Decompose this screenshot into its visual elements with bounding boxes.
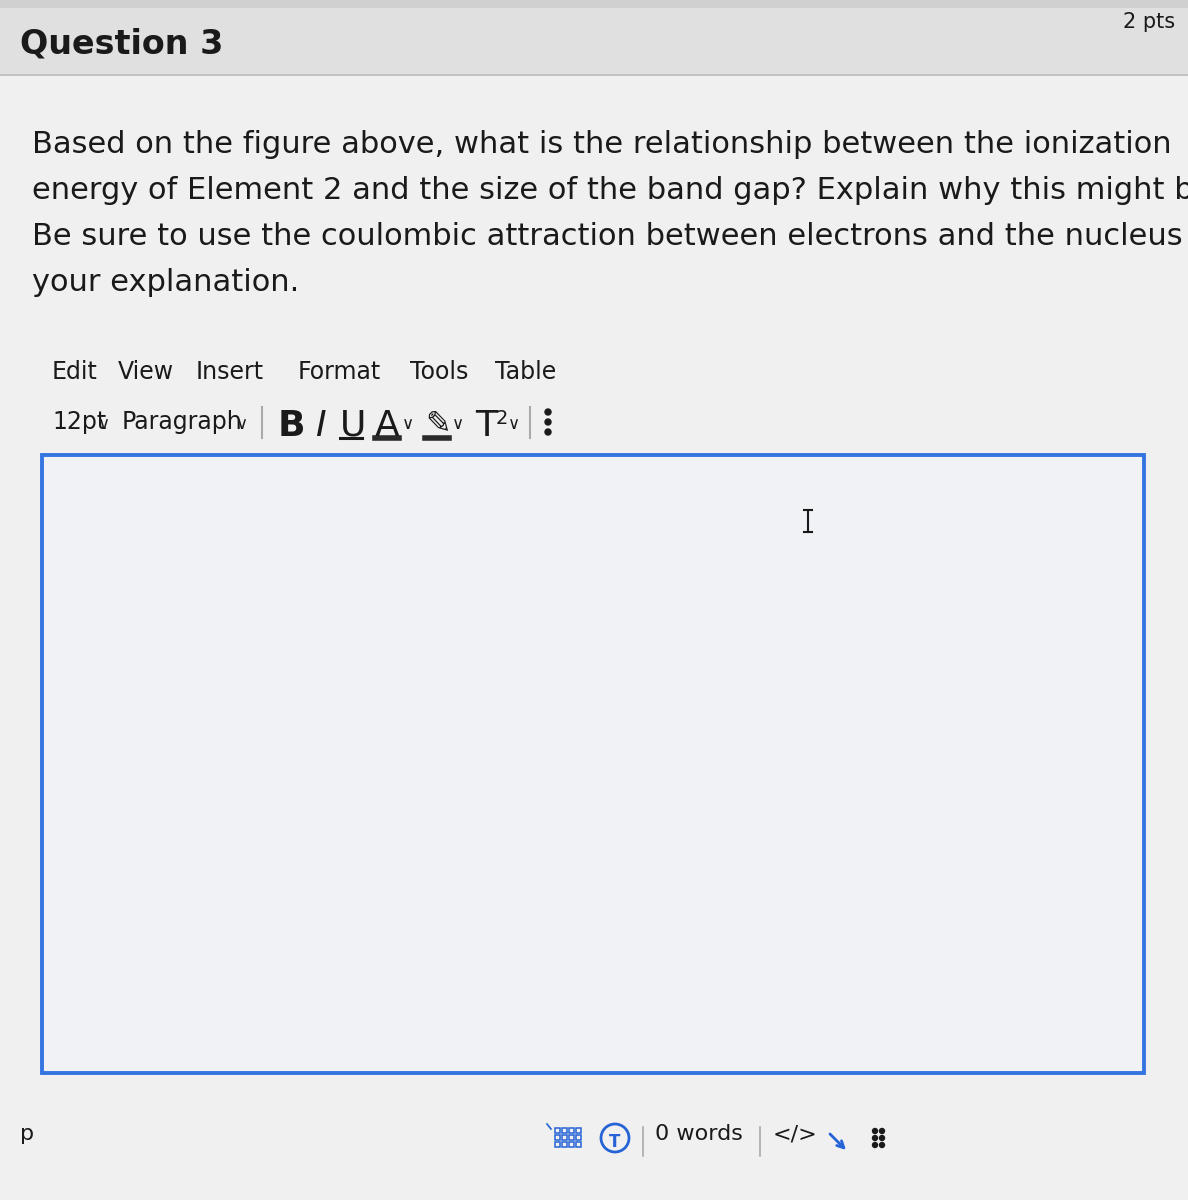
Text: T: T <box>475 409 497 443</box>
Text: Based on the figure above, what is the relationship between the ionization: Based on the figure above, what is the r… <box>32 130 1171 158</box>
Text: Tools: Tools <box>410 360 468 384</box>
Text: 2: 2 <box>497 409 508 428</box>
Text: Edit: Edit <box>52 360 97 384</box>
Text: Insert: Insert <box>196 360 264 384</box>
Circle shape <box>545 409 551 415</box>
Circle shape <box>872 1128 878 1134</box>
Bar <box>0 0 1188 8</box>
Bar <box>562 1135 567 1140</box>
Bar <box>562 1142 567 1147</box>
Bar <box>555 1135 560 1140</box>
Text: Table: Table <box>495 360 556 384</box>
Text: your explanation.: your explanation. <box>32 268 299 296</box>
Bar <box>576 1135 581 1140</box>
Text: U: U <box>340 409 366 443</box>
Bar <box>42 455 1144 1073</box>
Circle shape <box>879 1142 885 1147</box>
Bar <box>569 1128 574 1133</box>
Circle shape <box>879 1128 885 1134</box>
Bar <box>562 1128 567 1133</box>
Text: ∨: ∨ <box>508 415 520 433</box>
Text: T: T <box>609 1133 620 1151</box>
Text: View: View <box>118 360 175 384</box>
Circle shape <box>545 428 551 434</box>
Text: ∨: ∨ <box>451 415 465 433</box>
Circle shape <box>872 1135 878 1140</box>
Circle shape <box>879 1135 885 1140</box>
Text: p: p <box>20 1124 34 1144</box>
Circle shape <box>545 419 551 425</box>
Text: energy of Element 2 and the size of the band gap? Explain why this might be.: energy of Element 2 and the size of the … <box>32 176 1188 205</box>
Bar <box>576 1128 581 1133</box>
Text: Paragraph: Paragraph <box>122 410 242 434</box>
Text: ∨: ∨ <box>97 415 110 433</box>
Bar <box>569 1135 574 1140</box>
Bar <box>0 8 1188 74</box>
Text: ✎: ✎ <box>425 409 450 438</box>
Text: Be sure to use the coulombic attraction between electrons and the nucleus in: Be sure to use the coulombic attraction … <box>32 222 1188 251</box>
Text: B: B <box>278 409 305 443</box>
Bar <box>569 1142 574 1147</box>
Bar <box>576 1142 581 1147</box>
Circle shape <box>872 1142 878 1147</box>
Text: </>: </> <box>773 1124 817 1144</box>
Bar <box>555 1142 560 1147</box>
Text: 12pt: 12pt <box>52 410 106 434</box>
Text: ∨: ∨ <box>402 415 415 433</box>
Text: A: A <box>375 409 399 443</box>
Text: 2 pts: 2 pts <box>1123 12 1175 32</box>
Text: I: I <box>315 409 326 443</box>
Bar <box>555 1128 560 1133</box>
Text: ∨: ∨ <box>236 415 248 433</box>
Text: 0 words: 0 words <box>655 1124 742 1144</box>
Text: Question 3: Question 3 <box>20 26 223 60</box>
Text: Format: Format <box>298 360 381 384</box>
